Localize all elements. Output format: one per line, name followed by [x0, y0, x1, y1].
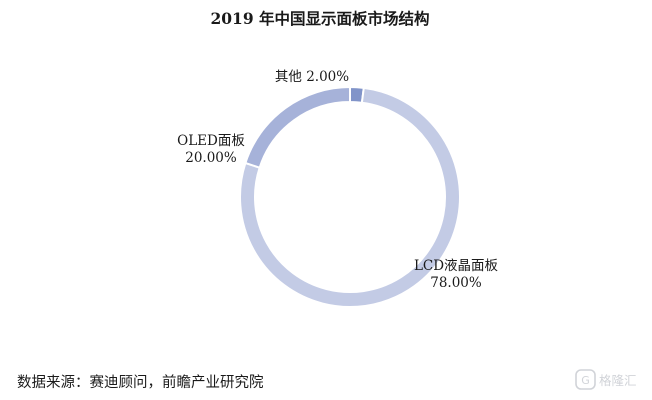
slice-value-label: 78.00% — [430, 275, 482, 291]
slice-category-label: OLED面板 — [177, 133, 245, 149]
donut-slice — [244, 85, 351, 169]
slice-value-label: 2.00% — [306, 69, 349, 85]
slice-category-label: LCD液晶面板 — [414, 258, 499, 274]
slice-category-label: 其他 2.00% — [275, 69, 349, 85]
watermark-text: 格隆汇 — [599, 373, 637, 388]
donut-chart — [239, 85, 461, 308]
source-note: 数据来源：赛迪顾问，前瞻产业研究院 — [17, 374, 264, 391]
chart-title: 2019 年中国显示面板市场结构 — [210, 9, 429, 28]
watermark: G 格隆汇 — [575, 369, 637, 390]
slice-value-label: 20.00% — [185, 150, 237, 166]
svg-text:G: G — [581, 374, 590, 387]
gelonghui-logo-icon: G — [575, 369, 596, 390]
